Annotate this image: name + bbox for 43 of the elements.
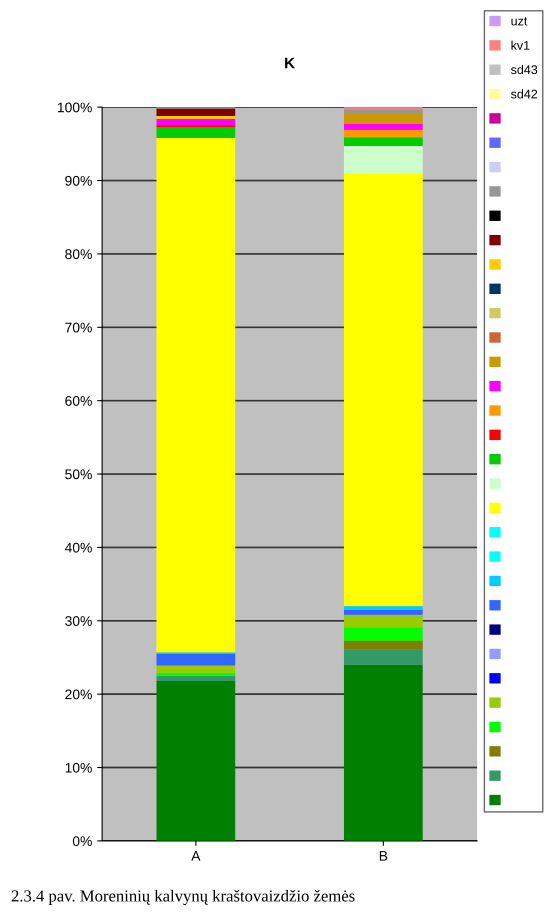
text: 2.3.4 pav. Moreninių kalvynų kraštovaizdžio žemės — [12, 890, 355, 906]
y-tick-label: 40% — [64, 542, 92, 553]
x-tick-label: A — [191, 851, 200, 861]
bar — [156, 676, 236, 681]
legend-label: kv1 — [511, 40, 530, 50]
chart-title: K — [285, 58, 295, 68]
y-tick-label: 80% — [65, 249, 92, 260]
bar — [156, 116, 236, 119]
bar — [156, 666, 236, 673]
bar — [156, 108, 236, 116]
bar — [156, 680, 236, 841]
bar — [344, 640, 423, 650]
bar — [156, 654, 236, 666]
y-tick-label: 0% — [72, 836, 92, 846]
bar — [344, 649, 423, 665]
y-tick-label: 90% — [65, 176, 92, 186]
y-tick-label: 10% — [66, 762, 92, 773]
bar — [344, 174, 423, 606]
legend-label: sd43 — [510, 64, 538, 74]
legend-label: uzt — [511, 17, 528, 26]
bar — [344, 627, 423, 641]
y-tick-label: 30% — [65, 616, 92, 626]
legend-label: sd42 — [510, 89, 538, 98]
y-tick-label: 100% — [58, 102, 92, 112]
bar — [344, 130, 423, 138]
bar — [344, 606, 423, 610]
bar — [156, 118, 236, 126]
y-tick-label: 20% — [65, 689, 92, 700]
bar — [344, 124, 423, 130]
y-tick-label: 70% — [65, 322, 92, 332]
bar — [344, 146, 423, 174]
bar — [156, 138, 236, 652]
bar — [156, 126, 236, 138]
bar — [344, 113, 423, 124]
bar — [344, 664, 423, 841]
bar — [344, 614, 423, 628]
bar — [344, 109, 423, 114]
y-tick-label: 50% — [65, 469, 92, 480]
bar — [344, 137, 423, 146]
y-tick-label: 60% — [65, 396, 92, 406]
x-tick-label: B — [380, 851, 388, 861]
bar — [156, 672, 236, 676]
bar — [344, 610, 423, 615]
